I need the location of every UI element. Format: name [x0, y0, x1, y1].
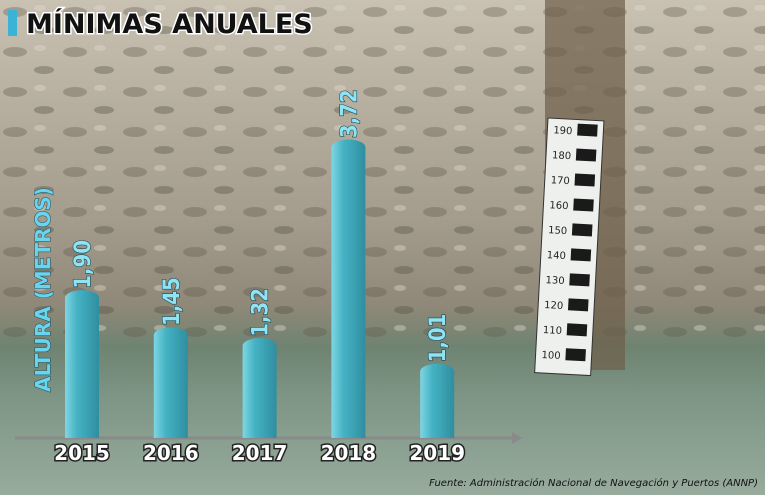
gauge-block	[569, 273, 590, 287]
y-axis-label: ALTURA (METROS)	[31, 187, 55, 392]
gauge-label: 170	[550, 175, 570, 187]
gauge: 190 180 170 160 150 140 130 120 110 100	[534, 117, 605, 377]
gauge-block	[570, 248, 592, 262]
x-tick-label: 2016	[143, 441, 199, 465]
value-label: 1,01	[426, 314, 451, 363]
title-marker	[8, 10, 17, 36]
gauge-block	[577, 123, 598, 137]
bar	[242, 338, 277, 438]
gauge-block	[574, 173, 596, 187]
x-tick-label: 2015	[54, 441, 110, 465]
gauge-block	[571, 223, 593, 237]
x-tick-label: 2018	[321, 441, 377, 465]
bar	[153, 327, 188, 438]
x-tick-label: 2019	[409, 441, 465, 465]
axis-arrow	[512, 432, 522, 444]
gauge-label: 130	[545, 275, 565, 287]
gauge-label: 110	[543, 325, 563, 337]
source: Fuente: Administración Nacional de Naveg…	[429, 477, 758, 489]
stone-texture	[0, 0, 765, 345]
value-label: 3,72	[337, 89, 362, 138]
gauge-block	[566, 323, 588, 337]
gauge-block	[567, 298, 589, 312]
bar	[331, 139, 366, 438]
chart-title: MÍNIMAS ANUALES	[26, 8, 313, 40]
gauge-block	[565, 348, 586, 362]
x-tick-label: 2017	[232, 441, 288, 465]
gauge-label: 140	[547, 250, 567, 262]
gauge-label: 180	[552, 150, 572, 162]
gauge-label: 160	[549, 200, 569, 212]
value-label: 1,45	[160, 277, 185, 326]
gauge-label: 120	[544, 300, 564, 312]
gauge-label: 150	[548, 225, 568, 237]
gauge-block	[575, 148, 597, 162]
gauge-label: 190	[553, 125, 573, 137]
bar	[65, 290, 99, 438]
bar	[420, 363, 455, 438]
gauge-label: 100	[541, 350, 561, 362]
value-label: 1,32	[249, 288, 274, 337]
gauge-block	[573, 198, 594, 212]
value-label: 1,90	[71, 240, 96, 289]
